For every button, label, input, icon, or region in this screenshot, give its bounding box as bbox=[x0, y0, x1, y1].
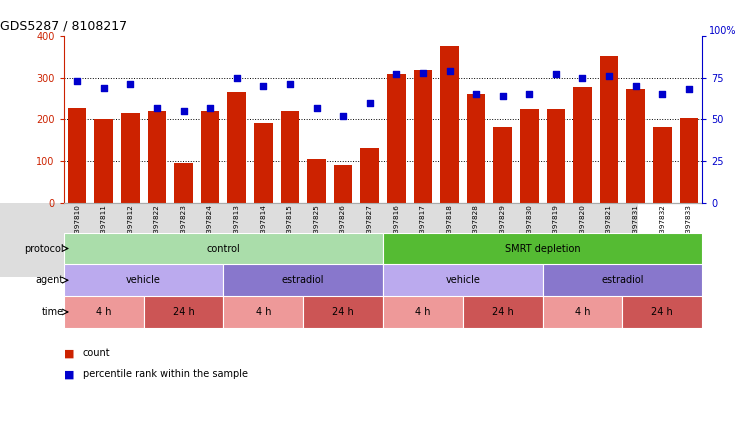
Point bbox=[231, 74, 243, 81]
Text: protocol: protocol bbox=[24, 244, 64, 253]
Bar bbox=[148, 111, 166, 203]
Bar bbox=[493, 126, 512, 203]
Bar bbox=[307, 159, 326, 203]
Bar bbox=[174, 163, 193, 203]
Point bbox=[470, 91, 482, 98]
Bar bbox=[360, 148, 379, 203]
Bar bbox=[383, 233, 702, 264]
Text: time: time bbox=[42, 307, 64, 317]
Bar bbox=[224, 296, 303, 328]
Bar bbox=[623, 296, 702, 328]
Point bbox=[177, 108, 189, 115]
Bar bbox=[680, 118, 698, 203]
Point bbox=[337, 113, 349, 120]
Bar bbox=[414, 70, 433, 203]
Bar bbox=[467, 94, 485, 203]
Text: agent: agent bbox=[35, 275, 64, 285]
Bar bbox=[383, 264, 542, 296]
Bar bbox=[143, 296, 224, 328]
Point bbox=[629, 83, 641, 90]
Point bbox=[98, 84, 110, 91]
Bar bbox=[68, 108, 86, 203]
Point bbox=[603, 73, 615, 80]
Bar bbox=[224, 264, 383, 296]
Text: ■: ■ bbox=[64, 369, 74, 379]
Text: 24 h: 24 h bbox=[332, 307, 354, 317]
Text: SMRT depletion: SMRT depletion bbox=[505, 244, 581, 253]
Point bbox=[310, 104, 322, 111]
Text: vehicle: vehicle bbox=[445, 275, 480, 285]
Point bbox=[125, 81, 137, 88]
Text: ■: ■ bbox=[64, 348, 74, 358]
Bar bbox=[387, 74, 406, 203]
Point bbox=[656, 91, 668, 98]
Bar bbox=[254, 123, 273, 203]
Text: vehicle: vehicle bbox=[126, 275, 161, 285]
Point bbox=[577, 74, 589, 81]
Point bbox=[496, 93, 508, 99]
Bar bbox=[383, 296, 463, 328]
Bar bbox=[281, 111, 299, 203]
Text: 24 h: 24 h bbox=[173, 307, 195, 317]
Bar bbox=[520, 109, 538, 203]
Text: 24 h: 24 h bbox=[492, 307, 514, 317]
Text: estradiol: estradiol bbox=[282, 275, 324, 285]
Bar bbox=[543, 264, 702, 296]
Text: percentile rank within the sample: percentile rank within the sample bbox=[83, 369, 248, 379]
Point bbox=[417, 69, 429, 76]
Text: 4 h: 4 h bbox=[255, 307, 271, 317]
Point bbox=[258, 83, 270, 90]
Bar bbox=[64, 264, 224, 296]
Bar bbox=[543, 296, 623, 328]
Text: control: control bbox=[207, 244, 240, 253]
Point bbox=[204, 104, 216, 111]
Bar bbox=[121, 113, 140, 203]
Bar bbox=[95, 119, 113, 203]
Bar bbox=[201, 111, 219, 203]
Bar bbox=[228, 92, 246, 203]
Point bbox=[391, 71, 403, 78]
Point bbox=[363, 99, 376, 106]
Text: 4 h: 4 h bbox=[415, 307, 430, 317]
Point bbox=[444, 68, 456, 74]
Bar bbox=[440, 47, 459, 203]
Bar bbox=[653, 126, 671, 203]
Point bbox=[550, 71, 562, 78]
Point bbox=[683, 86, 695, 93]
Text: 4 h: 4 h bbox=[575, 307, 590, 317]
Text: estradiol: estradiol bbox=[601, 275, 644, 285]
Bar bbox=[333, 165, 352, 203]
Point bbox=[151, 104, 163, 111]
Bar bbox=[303, 296, 383, 328]
Bar bbox=[573, 87, 592, 203]
Bar bbox=[626, 89, 645, 203]
Point bbox=[284, 81, 296, 88]
Text: 4 h: 4 h bbox=[96, 307, 111, 317]
Point bbox=[523, 91, 535, 98]
Text: GDS5287 / 8108217: GDS5287 / 8108217 bbox=[0, 19, 127, 32]
Point bbox=[71, 78, 83, 85]
Bar bbox=[600, 55, 618, 203]
Bar bbox=[64, 296, 143, 328]
Text: 100%: 100% bbox=[709, 26, 736, 36]
Text: count: count bbox=[83, 348, 110, 358]
Bar bbox=[463, 296, 542, 328]
Text: 24 h: 24 h bbox=[651, 307, 673, 317]
Bar bbox=[64, 233, 383, 264]
Bar bbox=[547, 110, 566, 203]
